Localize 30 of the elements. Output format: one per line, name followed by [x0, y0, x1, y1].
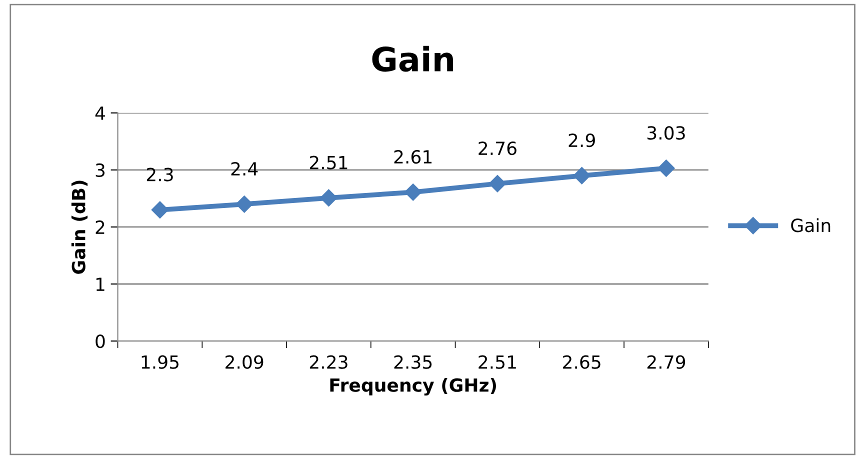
point: [151, 201, 169, 218]
x-tick-label: 2.35: [394, 355, 432, 369]
point: [573, 167, 590, 184]
data-label: 2.9: [568, 133, 595, 148]
point: [488, 175, 506, 192]
y-tick-label: 2: [96, 220, 104, 234]
x-tick-label: 1.95: [142, 355, 178, 369]
point: [236, 196, 253, 213]
x-tick-label: 2.09: [226, 355, 264, 369]
y-tick-label: 4: [95, 106, 105, 120]
y-axis-title: Gain (dB): [71, 180, 88, 274]
data-label: 2.76: [478, 141, 516, 156]
point: [404, 184, 422, 201]
legend-label: Gain: [791, 218, 830, 232]
point: [658, 160, 675, 177]
y-tick-label: 1: [96, 278, 104, 291]
x-tick-label: 2.23: [310, 355, 348, 369]
y-tick-label: 0: [96, 334, 105, 348]
data-label: 3.03: [647, 126, 685, 140]
y-tick-label: 3: [96, 163, 105, 178]
x-tick-label: 2.51: [478, 355, 516, 369]
x-tick-label: 2.79: [647, 355, 686, 369]
point: [320, 189, 338, 206]
data-label: 2.3: [146, 168, 173, 182]
data-label: 2.4: [231, 162, 258, 176]
chart-title: Gain: [372, 46, 453, 72]
data-label: 2.61: [394, 150, 432, 164]
x-tick-label: 2.65: [563, 355, 600, 369]
x-axis-title: Frequency (GHz): [330, 378, 496, 396]
data-label: 2.51: [310, 156, 348, 170]
